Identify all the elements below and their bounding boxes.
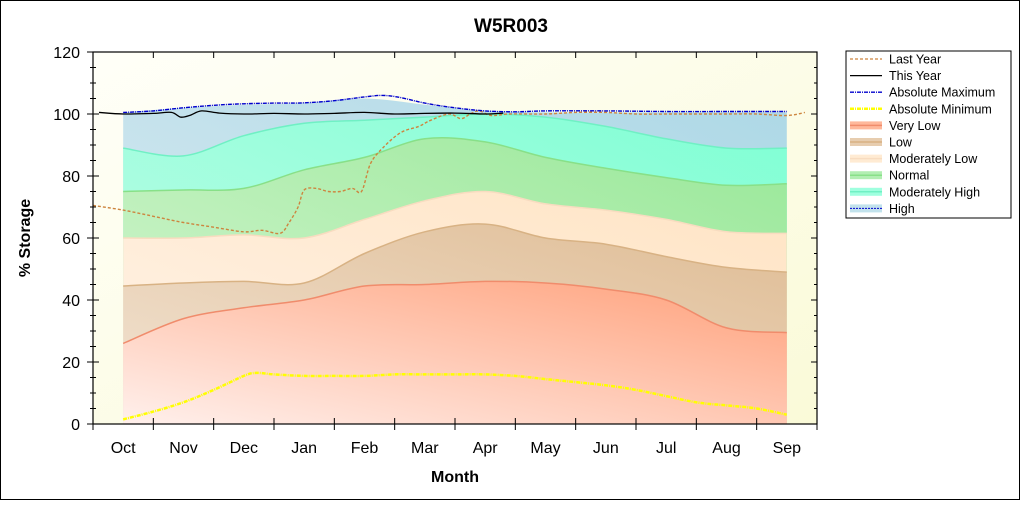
legend-label: Normal [889, 169, 929, 183]
bands-layer [122, 98, 787, 425]
y-tick-label: 40 [62, 293, 80, 310]
y-tick-label: 0 [71, 417, 80, 434]
series-line-absolute-minimum [122, 371, 788, 421]
x-tick-label: Mar [411, 440, 439, 457]
x-tick-label: Jan [291, 440, 317, 457]
y-axis-label: % Storage [17, 199, 34, 277]
legend-label: Very Low [889, 119, 941, 133]
x-tick-label: Sep [773, 440, 802, 457]
legend-label: Low [889, 136, 913, 150]
band-edge-low [123, 223, 787, 287]
y-tick-label: 80 [62, 169, 80, 186]
band-edge-normal [123, 137, 787, 193]
legend-label: High [889, 202, 915, 216]
x-axis-label: Month [431, 469, 479, 486]
x-tick-label: Aug [712, 440, 740, 457]
legend-item-normal: Normal [850, 169, 929, 183]
legend-label: Moderately High [889, 185, 980, 199]
x-tick-label: Oct [111, 440, 136, 457]
y-tick-label: 100 [53, 107, 80, 124]
x-tick-label: Jun [593, 440, 619, 457]
legend-label: Last Year [889, 53, 941, 67]
legend-item-very-low: Very Low [850, 119, 941, 133]
y-tick-label: 20 [62, 355, 80, 372]
y-tick-label: 120 [53, 45, 80, 62]
legend-item-absolute-maximum: Absolute Maximum [850, 86, 995, 100]
legend-item-moderately-high: Moderately High [850, 185, 980, 199]
series-line-last-year [92, 110, 806, 235]
legend-label: Absolute Maximum [889, 86, 995, 100]
legend-label: This Year [889, 69, 941, 83]
legend-item-high: High [850, 202, 915, 216]
x-tick-label: Feb [351, 440, 379, 457]
legend-item-moderately-low: Moderately Low [850, 152, 978, 166]
y-tick-label: 60 [62, 231, 80, 248]
legend-item-low: Low [850, 136, 913, 150]
axes-layer: 0 20 40 60 80 100 120 Oct Nov Dec Jan Feb Mar Apr May J… [53, 45, 818, 457]
legend-item-last-year: Last Year [850, 53, 941, 67]
x-tick-label: Jul [656, 440, 676, 457]
x-tick-label: Dec [230, 440, 258, 457]
lines-layer [92, 94, 806, 421]
band-edge-very-low [122, 280, 787, 345]
series-line-this-year [98, 110, 504, 118]
legend-label: Absolute Minimum [889, 102, 992, 116]
x-tick-label: May [530, 440, 560, 457]
series-line-absolute-maximum [123, 94, 787, 114]
chart-title: W5R003 [474, 16, 548, 37]
legend-label: Moderately Low [889, 152, 978, 166]
legend: Last Year This Year Absolute Maximum Absolu… [845, 50, 1012, 219]
band-edge-moderately-low [123, 190, 787, 240]
band-edge-moderately-high [123, 113, 787, 157]
x-tick-label: Apr [473, 440, 499, 457]
x-tick-label: Nov [169, 440, 197, 457]
legend-item-this-year: This Year [850, 69, 941, 83]
legend-item-absolute-minimum: Absolute Minimum [850, 102, 992, 116]
